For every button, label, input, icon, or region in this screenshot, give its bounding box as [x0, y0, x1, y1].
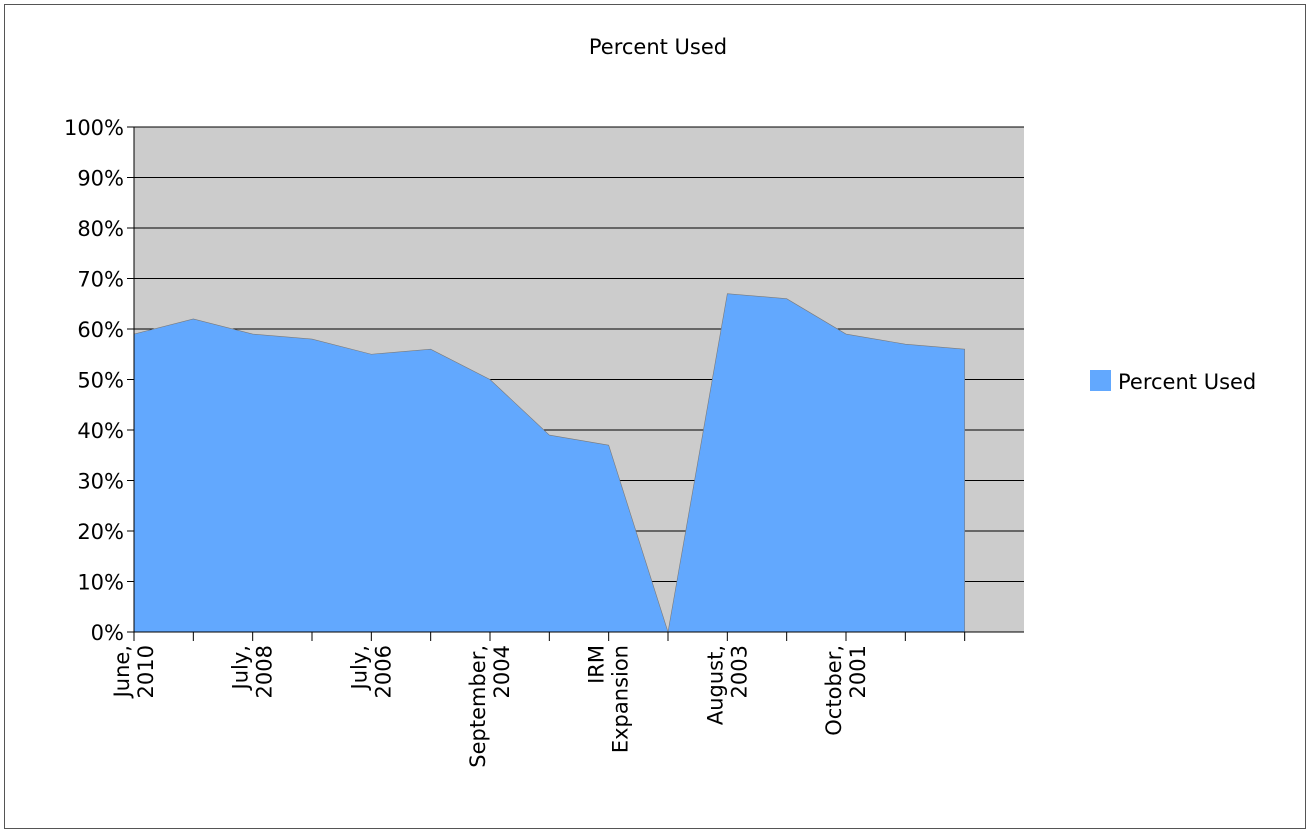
- y-tick-label: 50%: [77, 369, 124, 393]
- legend: Percent Used: [1090, 370, 1256, 394]
- svg-text:IRMExpansion: IRMExpansion: [585, 645, 633, 753]
- y-tick-label: 70%: [77, 268, 124, 292]
- y-tick-label: 10%: [77, 571, 124, 595]
- series-area-0: [133, 293, 965, 633]
- y-tick-label: 90%: [77, 167, 124, 191]
- y-tick-label: 0%: [91, 621, 124, 645]
- legend-swatch: [1090, 370, 1111, 391]
- y-tick-label: 80%: [77, 217, 124, 241]
- svg-text:October,2001: October,2001: [822, 645, 870, 736]
- chart-title: Percent Used: [589, 35, 727, 59]
- y-tick-label: 40%: [77, 419, 124, 443]
- legend-label: Percent Used: [1118, 370, 1256, 394]
- x-tick-label: June,2010: [110, 645, 158, 699]
- x-tick-label: August,2003: [703, 645, 751, 725]
- x-tick-label: IRMExpansion: [585, 645, 633, 753]
- svg-text:August,2003: August,2003: [703, 645, 751, 725]
- x-tick-label: July,2006: [347, 645, 395, 698]
- x-tick-label: July,2008: [229, 645, 277, 698]
- y-tick-label: 20%: [77, 520, 124, 544]
- svg-text:June,2010: June,2010: [110, 645, 158, 699]
- svg-text:July,2008: July,2008: [229, 645, 277, 698]
- y-tick-label: 100%: [64, 116, 124, 140]
- y-tick-label: 60%: [77, 318, 124, 342]
- svg-text:July,2006: July,2006: [347, 645, 395, 698]
- plot-area: 0% 10% 20% 30% 40% 50% 60% 70% 80% 90% 100% June,20…: [64, 116, 1024, 768]
- x-tick-label: September,2004: [466, 645, 514, 768]
- y-tick-label: 30%: [77, 470, 124, 494]
- svg-text:September,2004: September,2004: [466, 645, 514, 768]
- x-tick-label: October,2001: [822, 645, 870, 736]
